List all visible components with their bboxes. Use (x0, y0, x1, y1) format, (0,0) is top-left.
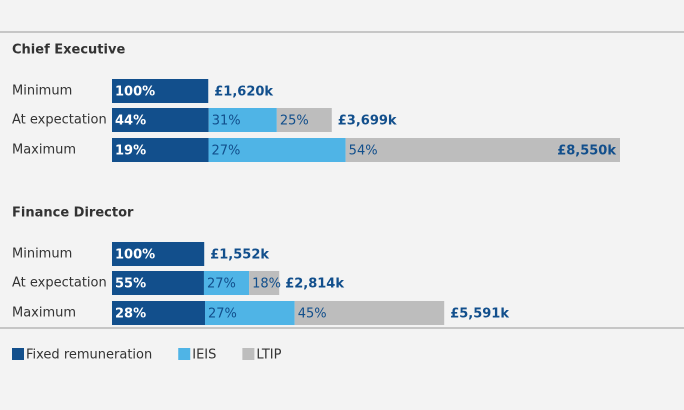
bar-segment (205, 301, 295, 325)
legend-swatch (242, 348, 255, 360)
value-label: 25% (280, 114, 309, 129)
group-title: Finance Director (12, 206, 134, 221)
value-label: 19% (115, 144, 146, 159)
value-label: 100% (115, 85, 155, 100)
legend-label: Fixed remuneration (26, 348, 152, 363)
legend-swatch (12, 348, 24, 360)
category-label: Maximum (12, 143, 76, 158)
category-label: Maximum (12, 306, 76, 321)
value-label: 44% (115, 114, 146, 129)
value-label: 31% (212, 114, 241, 129)
category-label: At expectation (12, 276, 107, 291)
category-label: At expectation (12, 113, 107, 128)
bar-segment (112, 79, 209, 103)
bar-segment (208, 138, 346, 162)
total-label: £3,699k (338, 114, 397, 129)
value-label: 27% (212, 144, 241, 159)
category-label: Minimum (12, 84, 72, 99)
bar-segment (208, 108, 277, 132)
total-label: £1,620k (214, 85, 273, 100)
total-label: £8,550k (557, 144, 616, 159)
value-label: 54% (349, 144, 378, 159)
total-label: £1,552k (210, 248, 269, 263)
total-label: £5,591k (450, 307, 509, 322)
bar-segment (294, 301, 445, 325)
group-title: Chief Executive (12, 43, 125, 58)
legend-swatch (178, 348, 191, 360)
legend-label: IEIS (192, 348, 216, 363)
value-label: 28% (115, 307, 146, 322)
value-label: 18% (252, 277, 281, 292)
value-label: 100% (115, 248, 155, 263)
bar-segment (276, 108, 332, 132)
bar-segment (203, 271, 250, 295)
value-label: 27% (208, 307, 237, 322)
bar-segment (345, 138, 620, 162)
value-label: 45% (298, 307, 327, 322)
legend-label: LTIP (256, 348, 281, 363)
total-label: £2,814k (285, 277, 344, 292)
bar-segment (249, 271, 280, 295)
bar-segment (112, 271, 204, 295)
bar-segment (112, 138, 209, 162)
bar-segment (112, 242, 205, 266)
value-label: 55% (115, 277, 146, 292)
value-label: 27% (207, 277, 236, 292)
category-label: Minimum (12, 247, 72, 262)
bar-segment (112, 301, 206, 325)
bar-segment (112, 108, 209, 132)
